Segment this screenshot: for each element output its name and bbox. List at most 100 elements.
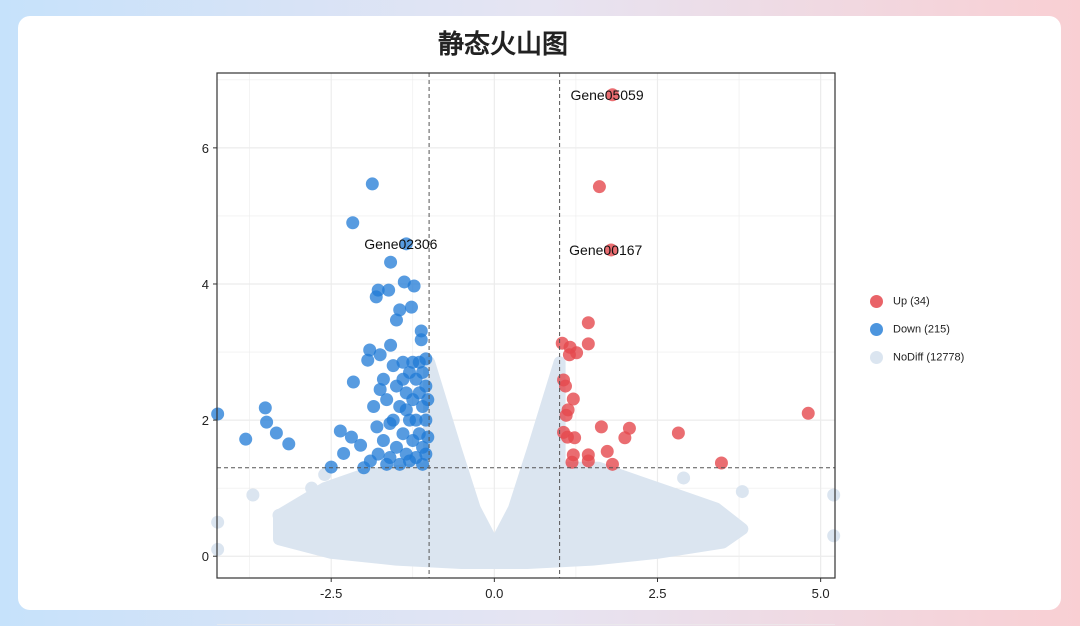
legend-label: NoDiff (12778) — [893, 351, 965, 364]
up-point — [618, 431, 632, 445]
down-point — [396, 355, 410, 369]
down-point — [419, 413, 433, 427]
down-point — [416, 457, 430, 471]
x-tick-label: 5.0 — [812, 586, 830, 601]
nodiff-point — [677, 471, 691, 485]
down-point — [389, 313, 403, 327]
down-point — [414, 333, 428, 347]
nodiff-point — [272, 508, 286, 522]
up-point — [714, 456, 728, 470]
down-point — [399, 403, 413, 417]
legend-marker-nodiff — [870, 351, 883, 364]
down-point — [357, 461, 371, 475]
down-point — [383, 417, 397, 431]
up-point — [604, 243, 618, 257]
nodiff-point — [211, 515, 225, 529]
down-point — [367, 399, 381, 413]
down-point — [421, 393, 435, 407]
down-point — [324, 460, 338, 474]
legend-marker-down — [870, 323, 883, 336]
nodiff-point — [827, 529, 841, 543]
up-point — [559, 408, 573, 422]
up-point — [605, 457, 619, 471]
down-point — [380, 393, 394, 407]
nodiff-point — [637, 481, 651, 495]
down-point — [258, 401, 272, 415]
up-point — [605, 88, 619, 102]
legend-marker-up — [870, 295, 883, 308]
legend-label: Up (34) — [893, 295, 930, 308]
x-tick-label: -2.5 — [320, 586, 342, 601]
legend-label: Down (215) — [893, 323, 950, 336]
up-point — [558, 379, 572, 393]
nodiff-point — [305, 481, 319, 495]
down-point — [382, 283, 396, 297]
down-point — [384, 255, 398, 269]
down-point — [344, 430, 358, 444]
gene-label: Gene00167 — [569, 242, 642, 258]
down-point — [376, 434, 390, 448]
down-point — [260, 415, 274, 429]
gene-label: Gene05059 — [570, 87, 643, 103]
down-point — [370, 420, 384, 434]
down-point — [416, 365, 430, 379]
y-tick-label: 4 — [202, 277, 209, 292]
nodiff-region — [272, 356, 749, 570]
legend-item-nodiff: NoDiff (12778) — [870, 351, 964, 364]
down-point — [346, 375, 360, 389]
y-tick-label: 6 — [202, 141, 209, 156]
up-point — [568, 431, 582, 445]
nodiff-point — [211, 542, 225, 556]
down-point — [363, 343, 377, 357]
down-point — [393, 303, 407, 317]
down-point — [333, 424, 347, 438]
up-point — [801, 406, 815, 420]
down-point — [399, 237, 413, 251]
legend-item-down: Down (215) — [870, 323, 950, 336]
down-point — [421, 430, 435, 444]
down-point — [337, 446, 351, 460]
plot-frame — [216, 72, 836, 579]
down-point — [404, 300, 418, 314]
y-tick-label: 0 — [202, 549, 209, 564]
down-point — [386, 359, 400, 373]
up-point — [565, 455, 579, 469]
up-point — [671, 426, 685, 440]
gene-label: Gene02306 — [364, 236, 437, 252]
nodiff-point — [246, 488, 260, 502]
down-point — [354, 438, 368, 452]
down-point — [407, 279, 421, 293]
x-tick-label: 2.5 — [648, 586, 666, 601]
down-point — [373, 348, 387, 362]
down-point — [380, 457, 394, 471]
y-tick-label: 2 — [202, 413, 209, 428]
down-point — [419, 352, 433, 366]
nodiff-point — [735, 485, 749, 499]
up-point — [581, 337, 595, 351]
nodiff-point — [657, 485, 671, 499]
down-point — [211, 407, 225, 421]
down-point — [397, 275, 411, 289]
down-point — [396, 427, 410, 441]
down-point — [269, 426, 283, 440]
legend-item-up: Up (34) — [870, 295, 930, 308]
nodiff-point — [683, 502, 697, 516]
chart-title: 静态火山图 — [437, 30, 568, 60]
up-point — [594, 420, 608, 434]
down-point — [373, 382, 387, 396]
x-tick-label: 0.0 — [485, 586, 503, 601]
down-point — [239, 432, 253, 446]
down-point — [419, 379, 433, 393]
down-point — [384, 338, 398, 352]
up-point — [562, 348, 576, 362]
up-point — [566, 392, 580, 406]
down-point — [389, 440, 403, 454]
down-point — [365, 177, 379, 191]
down-point — [346, 216, 360, 230]
up-point — [581, 316, 595, 330]
up-point — [600, 444, 614, 458]
down-point — [396, 372, 410, 386]
nodiff-point — [827, 488, 841, 502]
up-point — [592, 180, 606, 194]
